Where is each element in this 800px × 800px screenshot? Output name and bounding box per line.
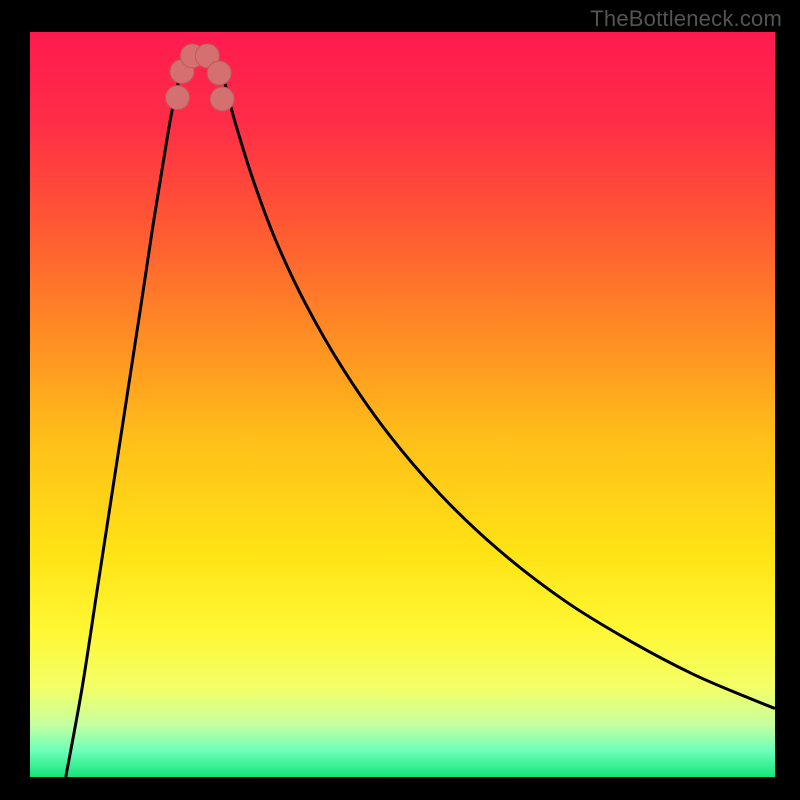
plot-area — [30, 32, 775, 777]
right-curve — [220, 63, 775, 708]
watermark-text: TheBottleneck.com — [590, 6, 782, 32]
marker-group — [166, 44, 235, 111]
marker-dot — [207, 61, 231, 85]
marker-dot — [210, 87, 234, 111]
left-curve — [66, 63, 184, 777]
chart-frame: TheBottleneck.com — [0, 0, 800, 800]
curve-layer — [30, 32, 775, 777]
marker-dot — [166, 86, 190, 110]
